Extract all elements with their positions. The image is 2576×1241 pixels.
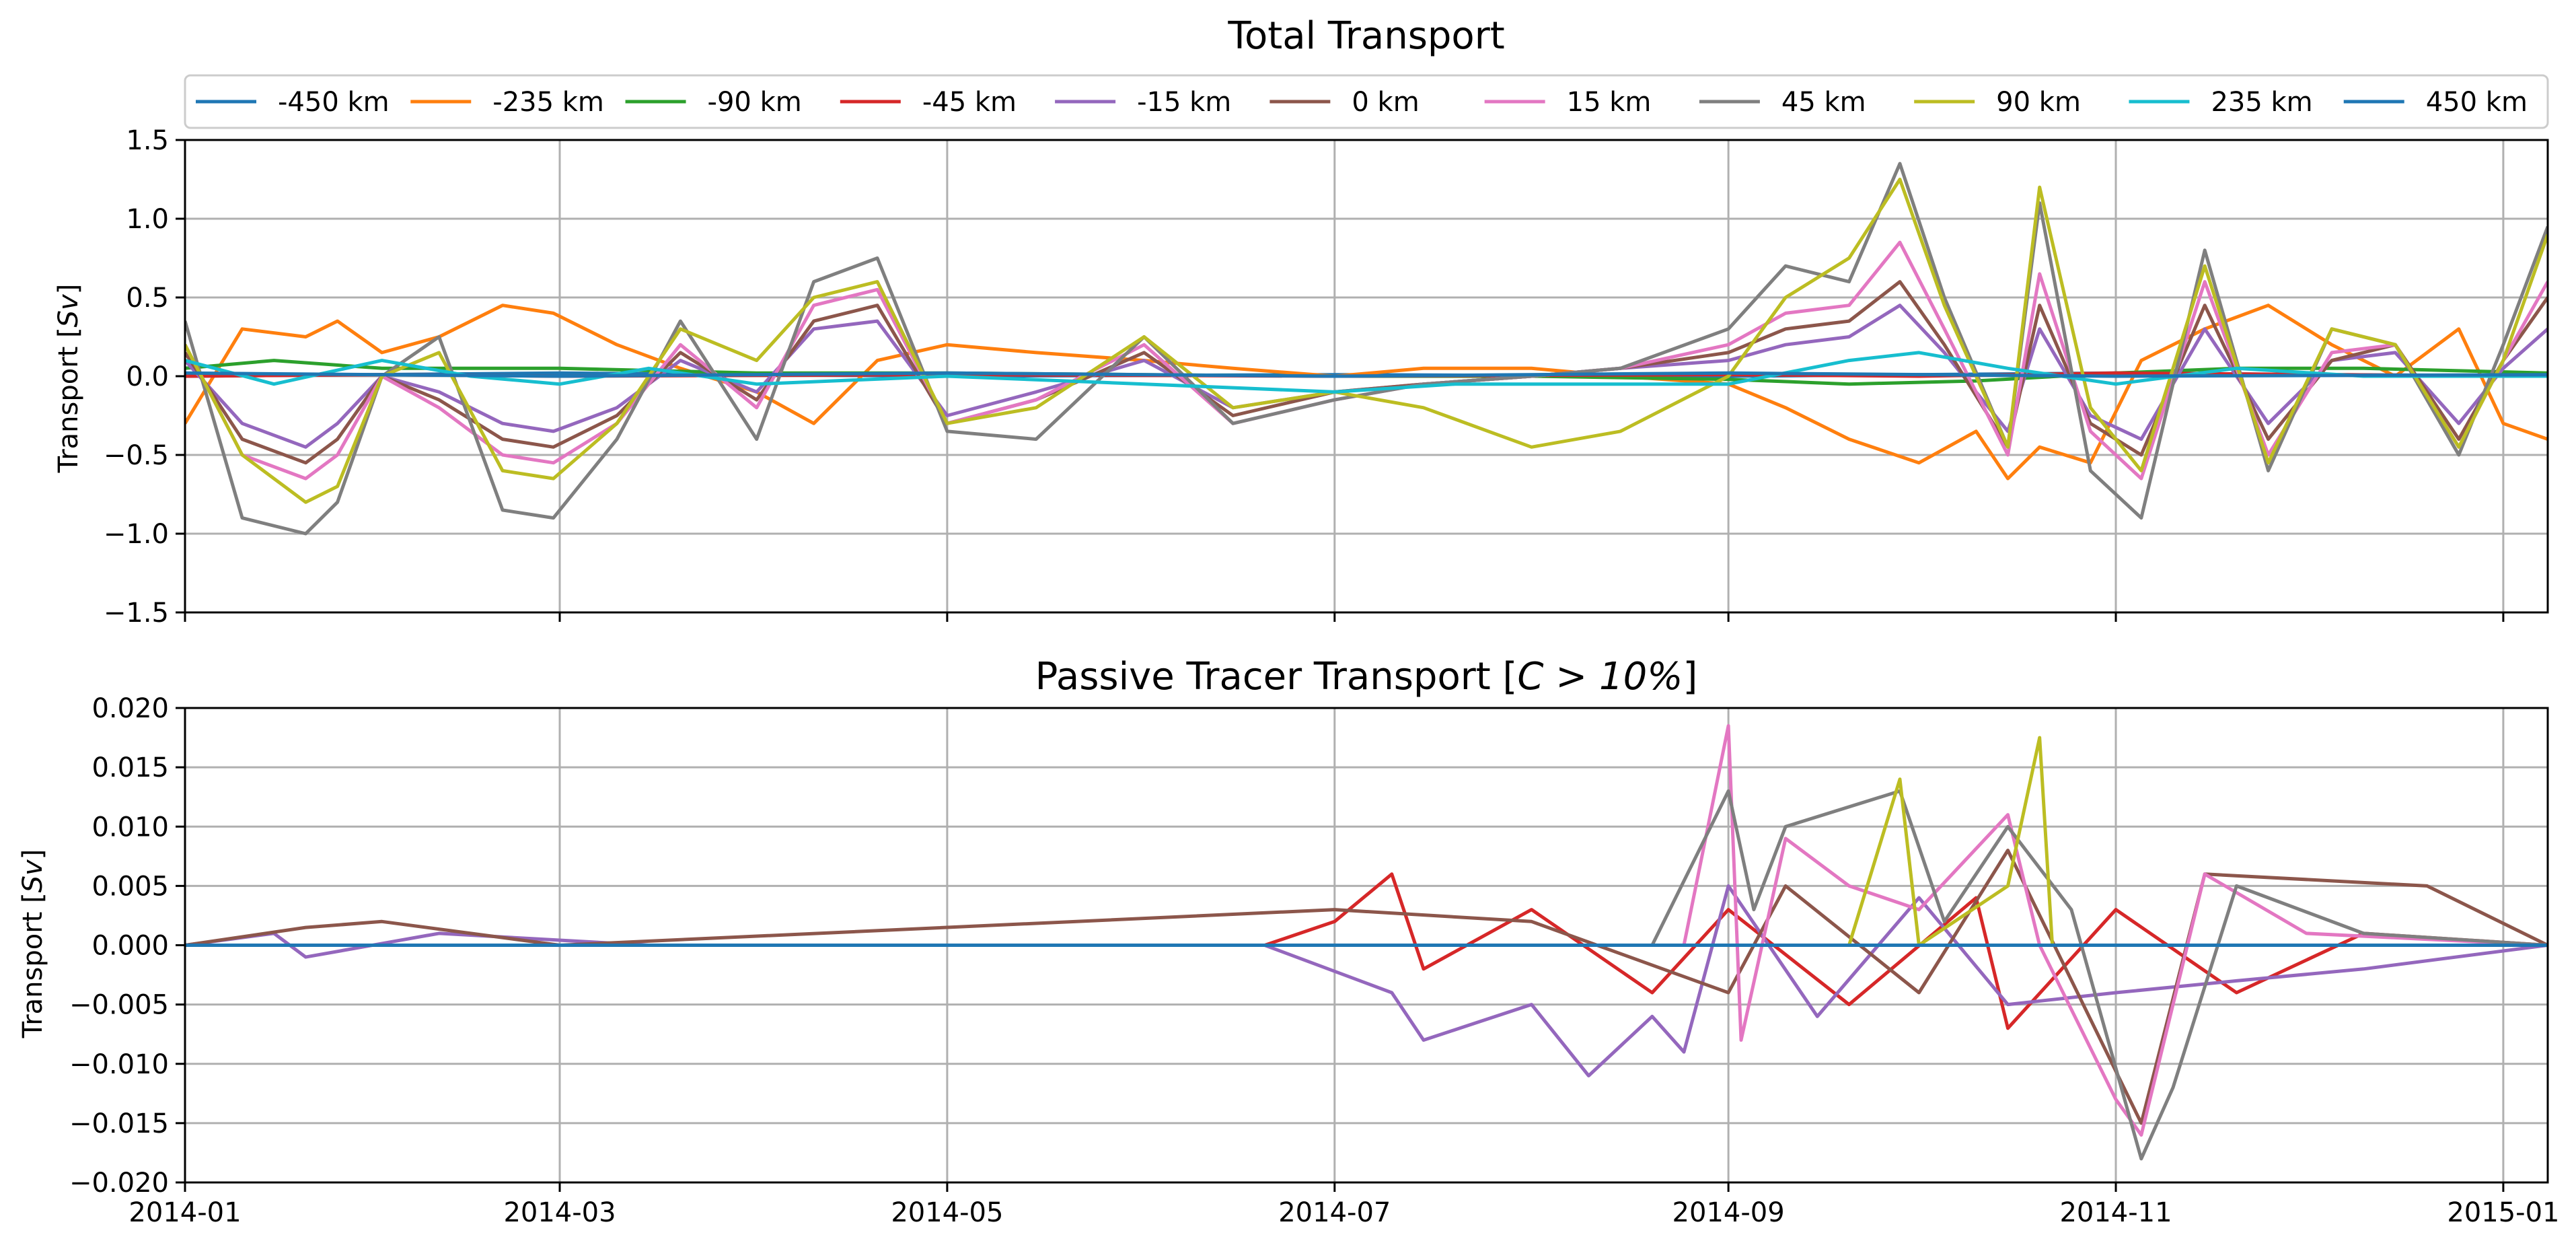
- legend-frame: [184, 74, 2549, 129]
- title-suffix: ]: [1683, 655, 1697, 699]
- y-tick-label: −0.005: [69, 990, 169, 1021]
- y-tick-label: −0.5: [104, 440, 169, 471]
- total-transport-title: Total Transport: [1227, 14, 1504, 58]
- ylabel-prefix: Transport [: [17, 892, 48, 1038]
- y-tick-label: −1.0: [104, 519, 169, 550]
- y-tick-label: 0.5: [126, 283, 169, 314]
- series-group: [185, 723, 2548, 1161]
- x-tick-label: 2015-01: [2447, 1197, 2559, 1228]
- x-tick-label: 2014-03: [503, 1197, 616, 1228]
- legend-label: 235 km: [2211, 87, 2312, 118]
- ylabel-suffix: ]: [17, 849, 48, 860]
- y-tick-label: −1.5: [104, 598, 169, 629]
- legend-label: -90 km: [708, 87, 802, 118]
- y-tick-label: −0.010: [69, 1049, 169, 1080]
- title-prefix: Passive Tracer Transport [: [1035, 655, 1518, 699]
- ylabel-unit: Sv: [53, 293, 84, 327]
- series-line-45km: [185, 162, 2548, 536]
- legend-label: 15 km: [1567, 87, 1652, 118]
- legend-label: 0 km: [1352, 87, 1419, 118]
- series-line-450km: [185, 371, 2548, 378]
- legend-label: -450 km: [278, 87, 390, 118]
- y-tick-label: 0.000: [91, 931, 169, 962]
- y-tick-label: −0.015: [69, 1108, 169, 1139]
- series-line-15km: [185, 240, 2548, 481]
- passive-tracer-y-axis-label: Transport [Sv]: [17, 849, 48, 1039]
- y-tick-label: 0.005: [91, 871, 169, 902]
- x-tick-label: 2014-11: [2059, 1197, 2172, 1228]
- passive-tracer-title: Passive Tracer Transport [C > 10%]: [1035, 655, 1698, 699]
- ylabel-unit: Sv: [17, 859, 48, 892]
- series-line-235km: [185, 351, 2548, 394]
- tracer-series-line-0: [1264, 872, 2548, 1030]
- legend-label: 45 km: [1781, 87, 1866, 118]
- legend: -450 km -235 km -90 km -45 km -15 km 0 km 15 k…: [184, 74, 2549, 129]
- y-tick-label: 0.010: [91, 812, 169, 843]
- y-tick-label: 0.020: [91, 693, 169, 724]
- y-tick-label: 1.0: [126, 204, 169, 235]
- legend-label: 450 km: [2426, 87, 2528, 118]
- tracer-series-line-4: [1650, 789, 2548, 1161]
- y-tick-label: −0.020: [69, 1168, 169, 1199]
- y-tick-label: 0.015: [91, 752, 169, 783]
- y-tick-label: 1.5: [126, 125, 169, 156]
- ylabel-prefix: Transport [: [53, 327, 84, 473]
- legend-label: 90 km: [1996, 87, 2081, 118]
- series-line-90km: [185, 178, 2548, 504]
- series-group: [185, 162, 2548, 536]
- tracer-series-line-3: [1682, 723, 2548, 1137]
- total-transport-panel: Total Transport Transport [Sv] -450 km -2…: [53, 14, 2549, 629]
- y-tick-label: 0.0: [126, 361, 169, 392]
- x-tick-label: 2014-05: [891, 1197, 1003, 1228]
- x-tick-label: 2014-01: [128, 1197, 241, 1228]
- x-tick-label: 2014-07: [1278, 1197, 1391, 1228]
- legend-label: -15 km: [1137, 87, 1231, 118]
- passive-tracer-transport-panel: Passive Tracer Transport [C > 10%] Trans…: [17, 655, 2559, 1228]
- legend-label: -235 km: [492, 87, 604, 118]
- x-tick-label: 2014-09: [1672, 1197, 1785, 1228]
- total-transport-y-axis-label: Transport [Sv]: [53, 284, 84, 474]
- ylabel-suffix: ]: [53, 284, 84, 295]
- title-math: C > 10%: [1517, 655, 1683, 699]
- legend-label: -45 km: [922, 87, 1017, 118]
